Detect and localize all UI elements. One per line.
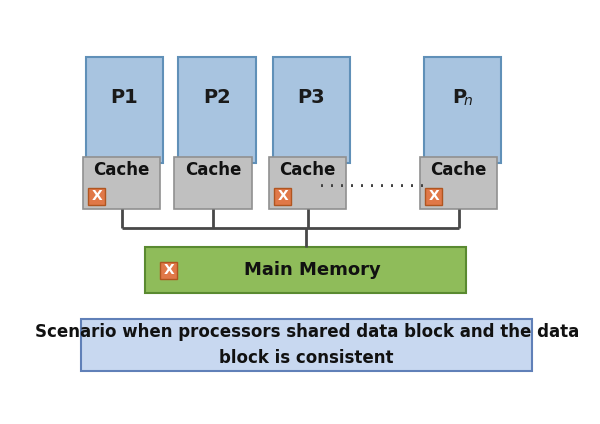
Text: Main Memory: Main Memory <box>244 261 380 279</box>
Text: Cache: Cache <box>185 161 241 179</box>
FancyBboxPatch shape <box>174 157 252 209</box>
FancyBboxPatch shape <box>81 319 532 371</box>
FancyBboxPatch shape <box>272 57 350 162</box>
Text: P3: P3 <box>298 88 325 106</box>
FancyBboxPatch shape <box>88 188 105 205</box>
FancyBboxPatch shape <box>269 157 346 209</box>
Text: P1: P1 <box>111 88 139 106</box>
FancyBboxPatch shape <box>425 188 442 205</box>
Text: P2: P2 <box>203 88 231 106</box>
FancyBboxPatch shape <box>160 262 178 279</box>
FancyBboxPatch shape <box>86 57 163 162</box>
Text: ...........: ........... <box>317 173 427 191</box>
Text: Cache: Cache <box>430 161 487 179</box>
FancyBboxPatch shape <box>274 188 291 205</box>
Text: Scenario when processors shared data block and the data
block is consistent: Scenario when processors shared data blo… <box>35 323 579 367</box>
FancyBboxPatch shape <box>424 57 501 162</box>
FancyBboxPatch shape <box>178 57 256 162</box>
Text: X: X <box>277 190 288 204</box>
Text: P: P <box>452 88 466 106</box>
FancyBboxPatch shape <box>83 157 160 209</box>
Text: X: X <box>163 263 174 277</box>
Text: X: X <box>91 190 102 204</box>
Text: Cache: Cache <box>280 161 335 179</box>
Text: Cache: Cache <box>94 161 149 179</box>
FancyBboxPatch shape <box>145 247 466 293</box>
FancyBboxPatch shape <box>420 157 497 209</box>
Text: X: X <box>428 190 439 204</box>
Text: n: n <box>464 94 472 108</box>
